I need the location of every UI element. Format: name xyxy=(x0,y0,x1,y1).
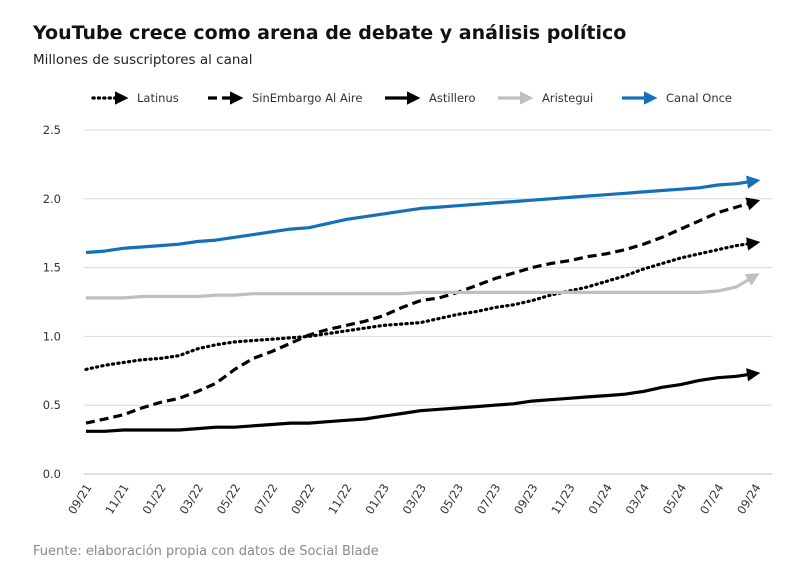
series-group xyxy=(84,175,761,433)
legend-label-1: SinEmbargo Al Aire xyxy=(252,91,362,105)
x-tick-label: 11/21 xyxy=(102,481,131,517)
y-tick-label: 0.0 xyxy=(43,467,61,481)
x-tick-label: 03/23 xyxy=(400,481,429,517)
chart-title: YouTube crece como arena de debate y aná… xyxy=(33,22,627,44)
legend-label-0: Latinus xyxy=(137,91,179,105)
x-tick-label: 09/23 xyxy=(511,481,540,517)
x-tick-label: 11/23 xyxy=(548,481,577,517)
x-axis: 09/21 11/21 01/22 03/22 05/22 07/22 09/22 11/22… xyxy=(65,481,763,517)
x-tick-label: 01/24 xyxy=(585,481,614,517)
y-tick-label: 1.5 xyxy=(43,261,61,275)
x-tick-label: 09/21 xyxy=(65,481,94,517)
y-axis: 0.0 0.5 1.0 1.5 2.0 2.5 xyxy=(43,123,61,481)
y-tick-label: 1.0 xyxy=(43,329,61,343)
x-tick-label: 09/22 xyxy=(288,481,317,517)
source-note: Fuente: elaboración propia con datos de … xyxy=(33,544,379,559)
y-tick-label: 2.0 xyxy=(43,192,61,206)
x-tick-label: 01/22 xyxy=(139,481,168,517)
y-tick-label: 0.5 xyxy=(43,398,61,412)
series-line-1 xyxy=(85,197,761,425)
legend-label-2: Astillero xyxy=(429,91,476,105)
x-tick-label: 11/22 xyxy=(325,481,354,517)
y-tick-label: 2.5 xyxy=(43,123,61,137)
x-tick-label: 05/23 xyxy=(437,481,466,517)
legend-label-4: Canal Once xyxy=(666,91,732,105)
series-line-0 xyxy=(84,237,761,371)
series-line-3 xyxy=(86,273,760,300)
x-tick-label: 05/24 xyxy=(660,481,689,517)
x-tick-label: 07/23 xyxy=(474,481,503,517)
gridlines xyxy=(84,129,772,475)
chart-legend: Latinus SinEmbargo Al Aire Astillero Ariste… xyxy=(91,91,732,105)
series-line-4 xyxy=(85,175,761,255)
x-tick-label: 03/24 xyxy=(623,481,652,517)
x-tick-label: 07/24 xyxy=(697,481,726,517)
x-tick-label: 03/22 xyxy=(177,481,206,517)
x-tick-label: 01/23 xyxy=(362,481,391,517)
x-tick-label: 05/22 xyxy=(214,481,243,517)
x-tick-label: 09/24 xyxy=(734,481,763,517)
x-tick-label: 07/22 xyxy=(251,481,280,517)
legend-label-3: Aristegui xyxy=(542,91,593,105)
chart-subtitle: Millones de suscriptores al canal xyxy=(33,52,253,68)
series-line-2 xyxy=(86,368,761,433)
